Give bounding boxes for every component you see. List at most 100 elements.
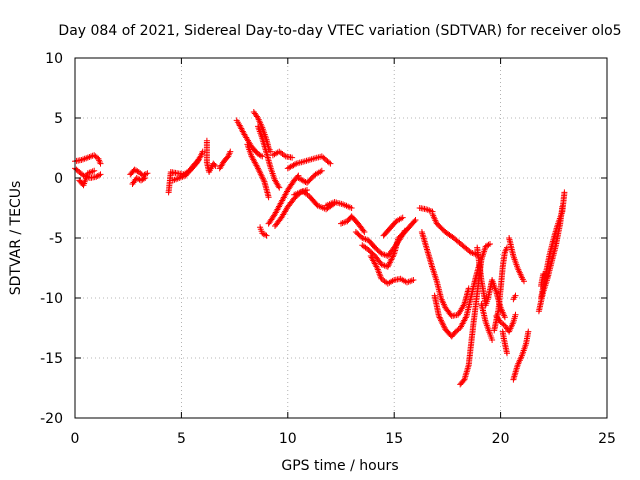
data-point-run <box>177 173 188 181</box>
data-point-run <box>436 314 448 331</box>
data-point-run <box>349 214 360 226</box>
data-point-run <box>92 153 100 161</box>
series-track-n <box>257 224 270 239</box>
data-point <box>521 278 527 285</box>
data-point-run <box>374 266 384 281</box>
data-point-run <box>292 188 304 198</box>
data-point-run <box>502 246 510 254</box>
series-track-ap <box>538 271 551 289</box>
data-point-run <box>301 189 311 198</box>
data-point-run <box>320 154 332 166</box>
series-track-ak <box>506 235 527 285</box>
chart-title: Day 084 of 2021, Sidereal Day-to-day VTE… <box>58 23 621 39</box>
data-point-run <box>373 245 384 256</box>
data-point <box>97 171 104 178</box>
data-point-run <box>86 168 96 176</box>
data-point <box>276 184 283 191</box>
data-point <box>525 328 532 335</box>
data-point-run <box>198 150 205 158</box>
series-track-g <box>169 157 202 184</box>
data-point-run <box>175 170 185 178</box>
data-point-run <box>515 354 525 367</box>
data-point-run <box>450 312 460 319</box>
data-point-run <box>409 218 418 227</box>
data-point-run <box>268 167 278 182</box>
data-point-run <box>137 170 145 178</box>
data-point-run <box>225 150 233 158</box>
data-point-run <box>430 212 440 225</box>
series-track-u <box>323 199 355 211</box>
axis-ticks <box>74 57 608 419</box>
data-point-run <box>506 320 516 333</box>
y-tick-labels: -20 -15 -10 -5 0 5 10 <box>40 51 63 427</box>
data-point-run <box>279 205 290 220</box>
data-point-run <box>81 171 91 187</box>
series-track-v <box>338 213 368 235</box>
data-point <box>412 217 419 223</box>
data-point-run <box>380 251 390 259</box>
data-point-run <box>260 231 269 238</box>
data-point-run <box>405 277 415 285</box>
data-point-run <box>266 212 278 226</box>
data-point-run <box>392 276 402 283</box>
data-point-run <box>460 243 473 255</box>
series-track-s <box>291 188 338 213</box>
series-track-a <box>72 152 104 167</box>
data-point-run <box>388 219 399 231</box>
series-track-al <box>510 292 519 303</box>
data-point-run <box>255 125 265 140</box>
series-track-aj <box>499 328 510 357</box>
data-point-run <box>271 149 281 158</box>
grid-lines <box>75 58 607 418</box>
data-point-run <box>243 134 254 149</box>
data-point-run <box>259 126 269 141</box>
data-point-run <box>487 333 495 341</box>
data-point-run <box>211 161 218 168</box>
data-point <box>512 292 519 299</box>
data-point <box>399 214 406 221</box>
data-point-run <box>360 235 371 243</box>
x-tick-labels: 0 5 10 15 20 25 <box>71 431 616 447</box>
data-point-run <box>499 320 507 328</box>
data-point <box>544 273 551 280</box>
series-track-ah <box>478 301 496 343</box>
data-point-run <box>418 205 428 212</box>
data-point-run <box>494 314 503 324</box>
data-point-run <box>465 326 476 367</box>
y-tick-label: 10 <box>45 51 63 67</box>
data-point-run <box>396 230 407 240</box>
data-point-run <box>256 151 264 159</box>
data-point-run <box>381 226 392 238</box>
data-point-run <box>249 145 260 156</box>
data-point-run <box>217 159 227 170</box>
data-point-run <box>497 265 506 291</box>
data-point-run <box>394 215 405 224</box>
series-track-j <box>233 117 266 160</box>
data-point-run <box>341 202 353 211</box>
data-point-run <box>255 116 265 129</box>
data-point-run <box>251 110 260 120</box>
data-point-run <box>316 203 328 212</box>
data-point-run <box>169 169 179 176</box>
y-tick-label: -10 <box>40 291 63 307</box>
data-point-run <box>183 165 194 178</box>
data-point-run <box>489 278 499 294</box>
data-point <box>144 170 151 177</box>
data-point-run <box>449 329 458 339</box>
y-tick-label: 0 <box>54 171 63 187</box>
data-point-run <box>77 178 86 187</box>
data-point-run <box>130 176 139 186</box>
data-point-run <box>373 254 384 266</box>
data-point <box>348 205 355 211</box>
data-point <box>289 154 296 161</box>
data-point-run <box>506 236 516 258</box>
data-point-run <box>478 302 489 324</box>
data-point-run <box>96 157 103 165</box>
x-tick-label: 0 <box>71 431 80 447</box>
data-point-run <box>133 167 141 175</box>
y-tick-label: 5 <box>54 111 63 127</box>
data-point-run <box>495 288 504 312</box>
data-point-run <box>314 168 324 177</box>
series-track-r <box>284 153 334 172</box>
data-point-run <box>249 154 261 170</box>
